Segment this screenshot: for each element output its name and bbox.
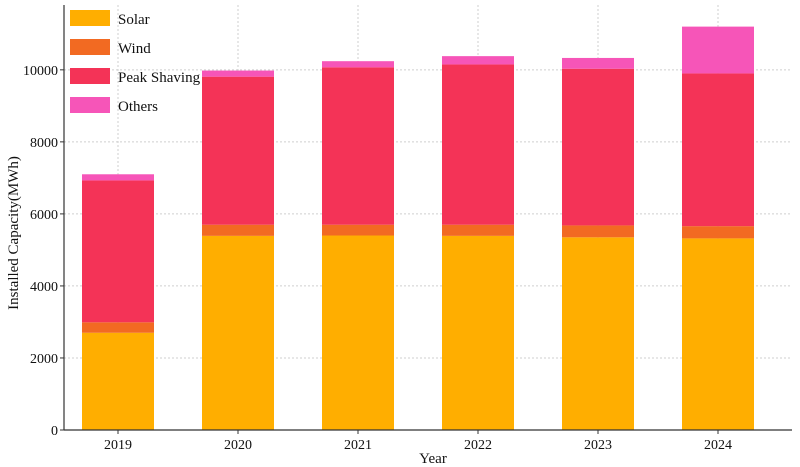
x-tick-label: 2021 [344, 438, 372, 453]
y-tick-label: 0 [51, 424, 58, 439]
y-tick-label: 8000 [30, 136, 58, 151]
bar-others-2020 [202, 70, 274, 77]
x-tick-labels: 2019 2020 2021 2022 2023 2024 [104, 438, 732, 453]
x-axis-label: Year [419, 451, 447, 467]
x-tick-label: 2024 [704, 438, 732, 453]
bar-wind-2020 [202, 224, 274, 236]
y-tick-label: 4000 [30, 280, 58, 295]
bar-solar-2023 [562, 237, 634, 430]
legend-swatch-solar [70, 10, 110, 26]
bar-wind-2019 [82, 322, 154, 333]
y-axis-label: Installed Capacity(MWh) [6, 156, 22, 310]
bar-peak-shaving-2023 [562, 68, 634, 226]
y-tick-label: 6000 [30, 208, 58, 223]
legend-swatch-others [70, 97, 110, 113]
bar-peak-shaving-2020 [202, 76, 274, 225]
legend-label: Solar [118, 12, 150, 28]
x-tick-label: 2019 [104, 438, 132, 453]
bar-others-2019 [82, 174, 154, 181]
legend-swatch-wind [70, 39, 110, 55]
bar-others-2024 [682, 26, 754, 74]
bar-peak-shaving-2019 [82, 180, 154, 323]
y-tick-label: 2000 [30, 352, 58, 367]
x-tick-label: 2022 [464, 438, 492, 453]
y-tick-labels: 0 2000 4000 6000 8000 10000 [23, 64, 58, 439]
legend-label: Wind [118, 41, 151, 57]
axes [60, 5, 792, 434]
bars [82, 26, 754, 430]
bar-solar-2022 [442, 235, 514, 430]
bar-wind-2023 [562, 225, 634, 238]
bar-wind-2022 [442, 224, 514, 236]
legend-swatch-peak-shaving [70, 68, 110, 84]
bar-wind-2024 [682, 226, 754, 239]
bar-solar-2021 [322, 235, 394, 430]
legend-label: Peak Shaving [118, 70, 201, 86]
legend: Solar Wind Peak Shaving Others [70, 10, 201, 115]
bar-others-2022 [442, 56, 514, 65]
legend-label: Others [118, 99, 158, 115]
bar-wind-2021 [322, 224, 394, 236]
bar-solar-2020 [202, 235, 274, 430]
x-tick-label: 2020 [224, 438, 252, 453]
bar-others-2021 [322, 61, 394, 68]
bar-solar-2019 [82, 332, 154, 430]
bar-peak-shaving-2024 [682, 73, 754, 227]
bar-peak-shaving-2021 [322, 67, 394, 225]
bar-peak-shaving-2022 [442, 64, 514, 225]
bar-others-2023 [562, 57, 634, 69]
bar-solar-2024 [682, 238, 754, 430]
x-tick-label: 2023 [584, 438, 612, 453]
y-tick-label: 10000 [23, 64, 58, 79]
